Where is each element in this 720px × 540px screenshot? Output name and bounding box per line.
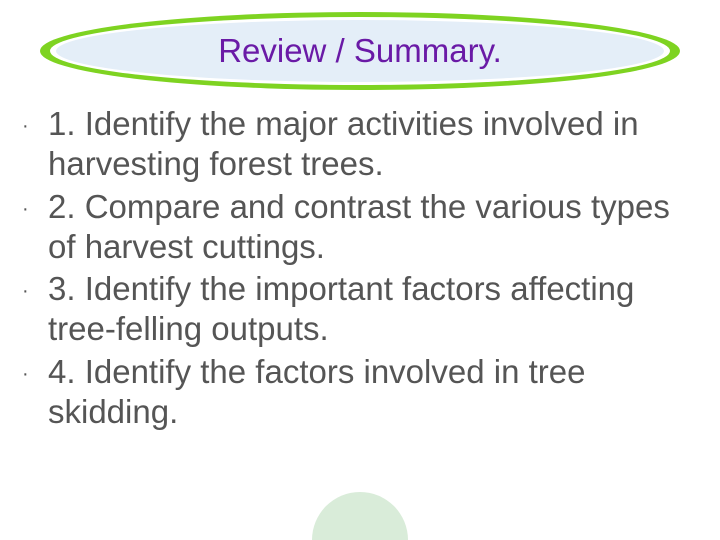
bullet-list: · 1. Identify the major activities invol… [22, 104, 698, 434]
decorative-circle [312, 492, 408, 540]
bullet-glyph: · [22, 104, 48, 138]
title-oval: Review / Summary. [40, 12, 680, 90]
list-item-text: 2. Compare and contrast the various type… [48, 187, 698, 268]
bullet-glyph: · [22, 352, 48, 386]
list-item-text: 3. Identify the important factors affect… [48, 269, 698, 350]
slide-title: Review / Summary. [218, 32, 502, 70]
list-item: · 4. Identify the factors involved in tr… [22, 352, 698, 433]
oval-inner-fill: Review / Summary. [56, 20, 664, 82]
bullet-glyph: · [22, 269, 48, 303]
bullet-glyph: · [22, 187, 48, 221]
list-item-text: 4. Identify the factors involved in tree… [48, 352, 698, 433]
list-item: · 2. Compare and contrast the various ty… [22, 187, 698, 268]
list-item: · 3. Identify the important factors affe… [22, 269, 698, 350]
list-item-text: 1. Identify the major activities involve… [48, 104, 698, 185]
list-item: · 1. Identify the major activities invol… [22, 104, 698, 185]
